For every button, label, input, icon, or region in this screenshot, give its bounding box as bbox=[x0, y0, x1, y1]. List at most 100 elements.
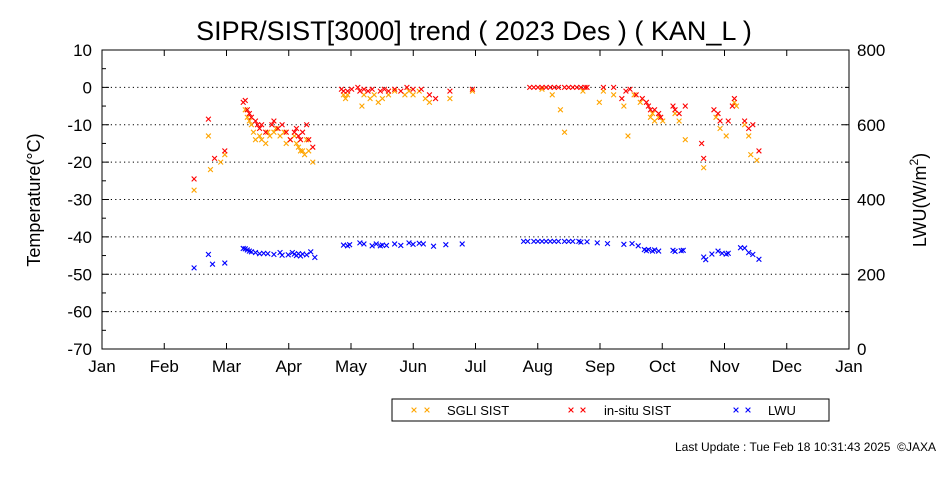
point-in-situ-sist bbox=[426, 92, 433, 98]
point-in-situ-sist bbox=[543, 84, 549, 91]
point-lwu bbox=[725, 250, 732, 257]
axis-ticks bbox=[101, 49, 850, 350]
y-left-tick-label: -60 bbox=[67, 303, 92, 322]
point-in-situ-sist bbox=[741, 118, 748, 124]
point-lwu bbox=[299, 251, 306, 257]
plot-frame bbox=[101, 49, 850, 350]
point-sgli-sist bbox=[610, 92, 617, 98]
x-tick-label: Apr bbox=[276, 357, 303, 376]
point-sgli-sist bbox=[733, 103, 740, 109]
point-in-situ-sist bbox=[582, 84, 588, 91]
point-in-situ-sist bbox=[344, 88, 351, 94]
point-lwu bbox=[750, 251, 756, 258]
last-update-text: Last Update : Tue Feb 18 10:31:43 2025 bbox=[674, 440, 891, 454]
point-sgli-sist bbox=[207, 166, 214, 173]
x-tick-label: May bbox=[335, 357, 368, 376]
point-lwu bbox=[741, 245, 748, 251]
point-lwu bbox=[678, 247, 684, 254]
point-in-situ-sist bbox=[211, 155, 218, 162]
legend-label-in-situ-sist: in-situ SIST bbox=[604, 403, 671, 418]
point-sgli-sist bbox=[256, 133, 263, 139]
point-lwu bbox=[398, 242, 404, 249]
point-lwu bbox=[252, 249, 259, 256]
point-in-situ-sist bbox=[535, 84, 541, 91]
point-in-situ-sist bbox=[750, 121, 756, 128]
data-points bbox=[191, 84, 762, 271]
legend-label-sgli-sist: SGLI SIST bbox=[447, 403, 509, 418]
point-sgli-sist bbox=[264, 129, 271, 136]
point-in-situ-sist bbox=[623, 88, 629, 94]
point-in-situ-sist bbox=[222, 148, 228, 154]
point-in-situ-sist bbox=[700, 155, 707, 162]
legend-label-lwu: LWU bbox=[768, 403, 796, 418]
legend-marker-lwu bbox=[745, 407, 751, 413]
point-lwu bbox=[443, 241, 449, 248]
point-in-situ-sist bbox=[551, 84, 558, 91]
point-lwu bbox=[271, 251, 277, 258]
point-in-situ-sist bbox=[271, 118, 277, 124]
point-in-situ-sist bbox=[361, 86, 367, 93]
point-lwu bbox=[361, 241, 367, 247]
point-in-situ-sist bbox=[633, 92, 639, 98]
gridlines bbox=[102, 86, 849, 313]
point-in-situ-sist bbox=[676, 110, 682, 117]
point-in-situ-sist bbox=[303, 121, 310, 128]
x-tick-label: Aug bbox=[523, 357, 553, 376]
point-sgli-sist bbox=[747, 151, 754, 158]
point-in-situ-sist bbox=[297, 136, 304, 143]
point-in-situ-sist bbox=[205, 116, 212, 122]
point-sgli-sist bbox=[250, 129, 257, 136]
point-sgli-sist bbox=[561, 129, 568, 136]
y-left-axis-labels: 10 0 -10 -20 -30 -40 -50 -60 -70 bbox=[67, 41, 92, 359]
legend-marker-sgli-sist bbox=[424, 407, 430, 413]
point-lwu bbox=[340, 242, 347, 248]
point-sgli-sist bbox=[557, 107, 564, 113]
y-right-tick-label: 800 bbox=[857, 41, 885, 60]
y-left-tick-label: -70 bbox=[67, 340, 92, 359]
point-in-situ-sist bbox=[398, 88, 404, 94]
point-lwu bbox=[594, 240, 601, 246]
legend: SGLI SIST in-situ SIST LWU bbox=[391, 398, 830, 422]
y-left-tick-label: -10 bbox=[67, 116, 92, 135]
point-lwu bbox=[279, 252, 285, 258]
point-in-situ-sist bbox=[647, 107, 654, 113]
y-right-axis-title: LWU(W/m2) bbox=[907, 153, 930, 247]
point-in-situ-sist bbox=[252, 118, 259, 124]
point-in-situ-sist bbox=[293, 125, 300, 132]
point-in-situ-sist bbox=[258, 121, 265, 128]
legend-item-sgli-sist: SGLI SIST bbox=[411, 403, 509, 418]
y-right-axis-title-main: LWU(W/m bbox=[910, 166, 930, 248]
y-left-tick-label: 0 bbox=[83, 78, 92, 97]
point-in-situ-sist bbox=[627, 86, 633, 93]
point-lwu bbox=[715, 248, 721, 254]
y-right-tick-label: 200 bbox=[857, 265, 885, 284]
point-lwu bbox=[312, 254, 318, 261]
point-in-situ-sist bbox=[731, 95, 738, 102]
point-lwu bbox=[222, 260, 228, 266]
point-in-situ-sist bbox=[756, 148, 762, 154]
y-right-axis-title-close: ) bbox=[910, 153, 930, 159]
point-in-situ-sist bbox=[381, 86, 388, 93]
point-in-situ-sist bbox=[283, 129, 289, 136]
point-lwu bbox=[561, 238, 568, 245]
x-tick-label: Nov bbox=[709, 357, 740, 376]
point-sgli-sist bbox=[625, 133, 631, 139]
point-lwu bbox=[709, 251, 715, 257]
point-in-situ-sist bbox=[369, 86, 375, 93]
legend-marker-in-situ-sist bbox=[580, 407, 586, 413]
point-in-situ-sist bbox=[578, 84, 584, 91]
point-sgli-sist bbox=[246, 118, 253, 124]
point-in-situ-sist bbox=[682, 103, 689, 109]
point-in-situ-sist bbox=[242, 97, 249, 104]
point-lwu bbox=[410, 241, 416, 248]
point-lwu bbox=[383, 242, 390, 249]
point-lwu bbox=[702, 256, 709, 263]
point-in-situ-sist bbox=[600, 84, 607, 91]
point-in-situ-sist bbox=[447, 88, 453, 94]
x-tick-label: Oct bbox=[649, 357, 676, 376]
point-sgli-sist bbox=[379, 95, 386, 102]
point-in-situ-sist bbox=[377, 88, 384, 94]
y-right-axis-labels: 0 200 400 600 800 bbox=[857, 41, 885, 359]
point-sgli-sist bbox=[745, 133, 752, 139]
point-sgli-sist bbox=[637, 99, 644, 106]
